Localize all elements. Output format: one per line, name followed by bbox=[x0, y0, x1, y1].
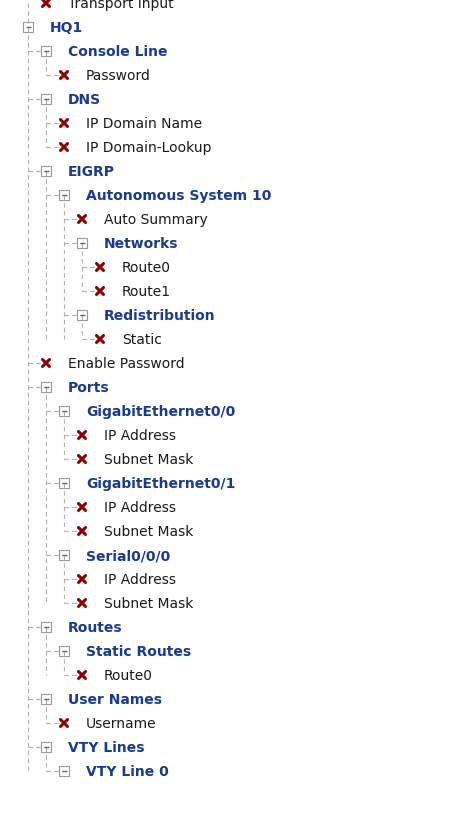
Text: Redistribution: Redistribution bbox=[104, 308, 216, 323]
Text: Subnet Mask: Subnet Mask bbox=[104, 452, 193, 466]
Text: Transport Input: Transport Input bbox=[68, 0, 174, 11]
Text: IP Address: IP Address bbox=[104, 573, 176, 586]
Bar bbox=[77, 311, 87, 321]
Text: Static: Static bbox=[122, 333, 162, 347]
Text: EIGRP: EIGRP bbox=[68, 165, 115, 179]
Bar bbox=[59, 646, 69, 656]
Bar bbox=[59, 478, 69, 488]
Text: VTY Lines: VTY Lines bbox=[68, 740, 144, 754]
Text: Serial0/0/0: Serial0/0/0 bbox=[86, 548, 170, 563]
Text: DNS: DNS bbox=[68, 93, 101, 107]
Text: IP Domain Name: IP Domain Name bbox=[86, 117, 202, 131]
Bar bbox=[59, 766, 69, 776]
Bar bbox=[77, 239, 87, 248]
Text: Console Line: Console Line bbox=[68, 45, 168, 59]
Text: Static Routes: Static Routes bbox=[86, 645, 191, 658]
Text: Auto Summary: Auto Summary bbox=[104, 212, 208, 227]
Bar bbox=[59, 406, 69, 416]
Text: Route0: Route0 bbox=[122, 261, 171, 275]
Text: Route0: Route0 bbox=[104, 668, 153, 682]
Text: User Names: User Names bbox=[68, 692, 162, 706]
Bar bbox=[41, 742, 51, 752]
Text: Networks: Networks bbox=[104, 237, 179, 251]
Text: Password: Password bbox=[86, 69, 151, 83]
Bar bbox=[41, 167, 51, 176]
Text: Subnet Mask: Subnet Mask bbox=[104, 596, 193, 610]
Text: HQ1: HQ1 bbox=[50, 21, 83, 35]
Text: Routes: Routes bbox=[68, 620, 122, 635]
Bar bbox=[41, 622, 51, 632]
Bar bbox=[59, 191, 69, 201]
Bar bbox=[41, 694, 51, 704]
Text: Ports: Ports bbox=[68, 380, 110, 395]
Text: GigabitEthernet0/0: GigabitEthernet0/0 bbox=[86, 405, 235, 419]
Text: VTY Line 0: VTY Line 0 bbox=[86, 764, 169, 778]
Text: IP Address: IP Address bbox=[104, 501, 176, 514]
Text: Autonomous System 10: Autonomous System 10 bbox=[86, 189, 271, 203]
Text: Enable Password: Enable Password bbox=[68, 357, 185, 370]
Bar bbox=[41, 95, 51, 104]
Bar bbox=[41, 383, 51, 393]
Bar bbox=[23, 23, 33, 33]
Text: Route1: Route1 bbox=[122, 285, 171, 298]
Text: IP Domain-Lookup: IP Domain-Lookup bbox=[86, 140, 212, 155]
Bar bbox=[59, 550, 69, 560]
Text: Username: Username bbox=[86, 716, 157, 730]
Text: IP Address: IP Address bbox=[104, 429, 176, 442]
Bar bbox=[41, 47, 51, 57]
Text: Subnet Mask: Subnet Mask bbox=[104, 524, 193, 538]
Text: GigabitEthernet0/1: GigabitEthernet0/1 bbox=[86, 477, 235, 491]
